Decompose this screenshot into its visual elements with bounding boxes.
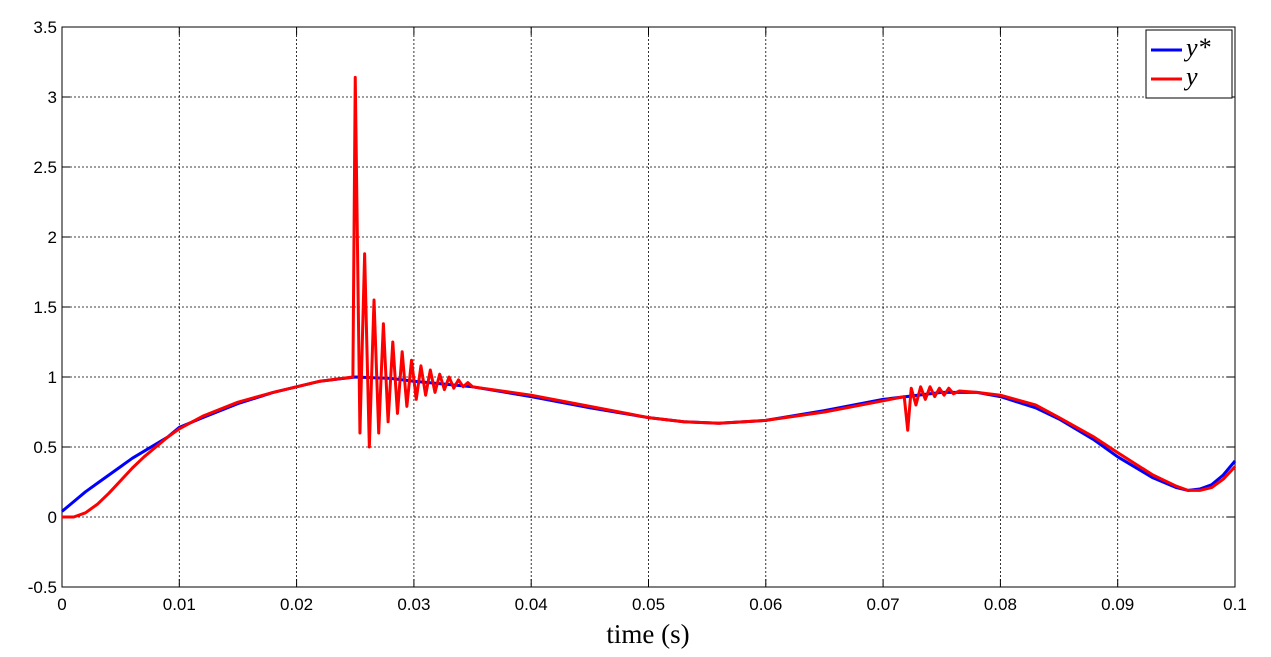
y-tick-label: 0 [48, 508, 57, 527]
x-tick-label: 0.04 [515, 595, 548, 614]
x-axis-label: time (s) [606, 619, 689, 649]
x-tick-label: 0.06 [749, 595, 782, 614]
x-tick-label: 0.07 [867, 595, 900, 614]
x-tick-label: 0.08 [984, 595, 1017, 614]
axes-box [61, 26, 1236, 588]
y-tick-label: 2.5 [33, 158, 57, 177]
y-tick-label: 2 [48, 228, 57, 247]
y-tick-label: 3 [48, 88, 57, 107]
x-tick-label: 0.02 [280, 595, 313, 614]
y-tick-label: 1.5 [33, 298, 57, 317]
legend-label: y* [1183, 33, 1211, 62]
x-tick-label: 0 [57, 595, 66, 614]
data-line [62, 75, 1237, 519]
x-tick-label: 0.03 [397, 595, 430, 614]
x-tick-label: 0.01 [163, 595, 196, 614]
x-tick-label: 0.05 [632, 595, 665, 614]
x-tick-label: 0.1 [1223, 595, 1247, 614]
y-tick-label: -0.5 [28, 578, 57, 597]
y-tick-label: 1 [48, 368, 57, 387]
y-tick-label: 0.5 [33, 438, 57, 457]
y-tick-label: 3.5 [33, 18, 57, 37]
x-tick-label: 0.09 [1101, 595, 1134, 614]
legend-label: y [1183, 62, 1198, 91]
legend-box [1145, 29, 1233, 99]
